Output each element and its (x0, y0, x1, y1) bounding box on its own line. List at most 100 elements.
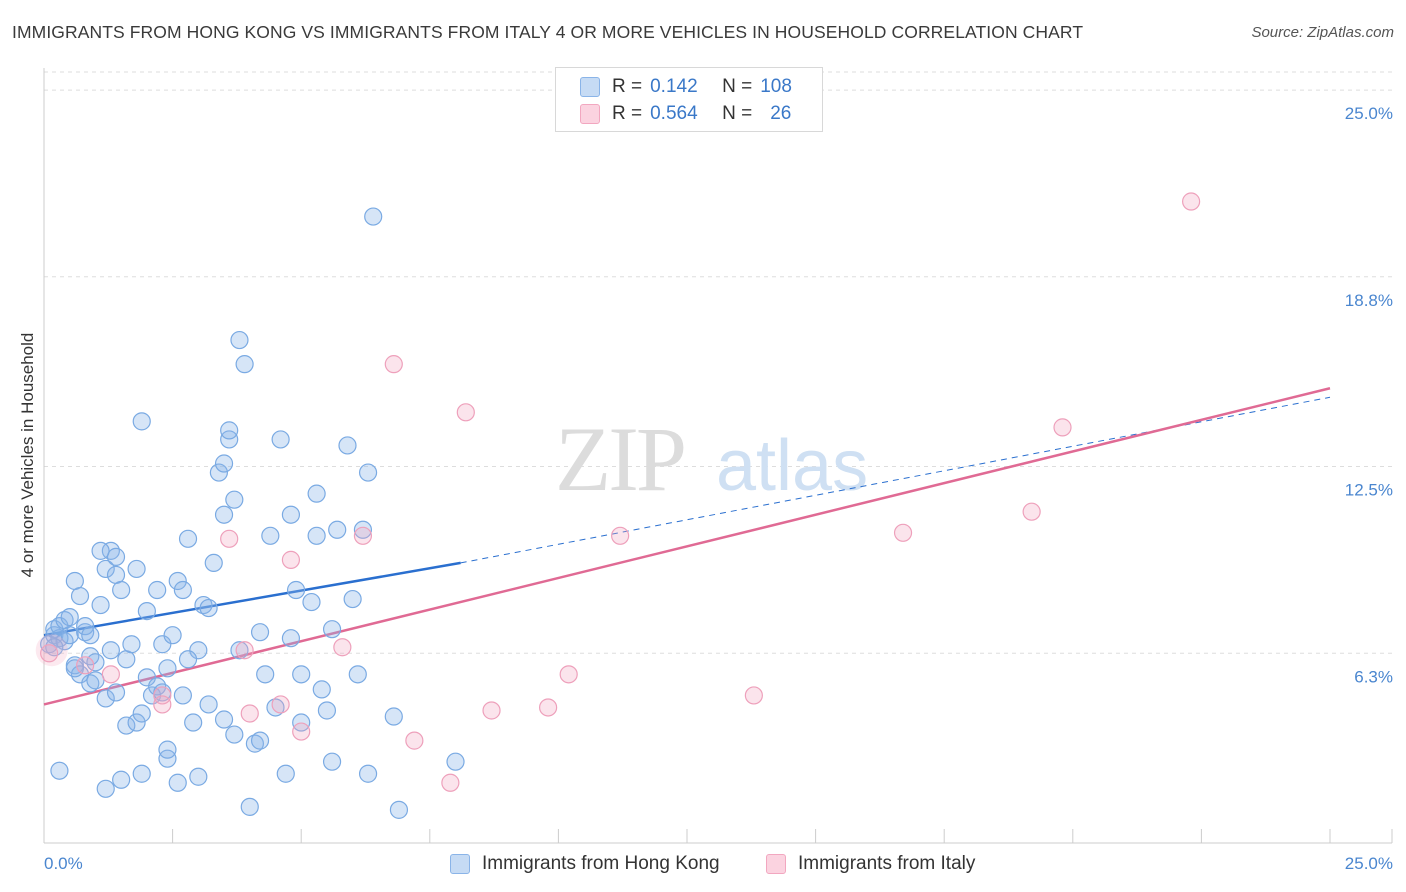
point-hong-kong (60, 626, 79, 645)
y-tick-label: 6.3% (1354, 667, 1393, 686)
legend-n-value: 108 (760, 76, 792, 97)
point-hong-kong (132, 412, 151, 431)
legend-n-value: 26 (770, 103, 792, 124)
point-hong-kong (117, 650, 136, 669)
point-italy (240, 704, 259, 723)
legend-r-value: 0.142 (650, 76, 698, 97)
point-hong-kong (322, 752, 342, 771)
point-hong-kong (204, 553, 223, 573)
point-hong-kong (106, 565, 126, 585)
point-hong-kong (220, 421, 239, 440)
point-hong-kong (307, 484, 326, 503)
point-cluster-italy (35, 634, 68, 667)
point-italy (40, 644, 59, 663)
chart-title: IMMIGRANTS FROM HONG KONG VS IMMIGRANTS … (12, 22, 1084, 42)
y-tick-label: 18.8% (1345, 291, 1393, 310)
point-italy (153, 695, 172, 714)
point-hong-kong (271, 430, 290, 449)
point-hong-kong (178, 650, 198, 669)
point-hong-kong (389, 800, 409, 819)
point-hong-kong (245, 734, 265, 753)
point-hong-kong (96, 689, 115, 708)
point-hong-kong (148, 580, 167, 600)
correlation-legend: R = 0.142 N = 108 R = 0.564 N = 26 (555, 67, 823, 132)
point-hong-kong (348, 665, 367, 684)
point-hong-kong (137, 601, 156, 621)
point-hong-kong (137, 668, 156, 687)
point-hong-kong (230, 641, 249, 660)
legend-swatch-italy (580, 104, 600, 124)
point-hong-kong (343, 589, 362, 609)
point-hong-kong (230, 330, 249, 350)
point-italy (559, 665, 578, 684)
point-hong-kong (292, 665, 311, 684)
point-hong-kong (163, 626, 182, 645)
point-hong-kong (261, 526, 280, 545)
bottom-legend-italy: Immigrants from Italy (766, 851, 975, 877)
point-hong-kong (235, 355, 254, 374)
point-hong-kong (106, 547, 126, 566)
legend-swatch-hong-kong (580, 77, 600, 97)
point-italy (281, 550, 301, 569)
point-italy (271, 695, 290, 714)
point-hong-kong (132, 764, 151, 783)
point-hong-kong (214, 454, 234, 473)
point-hong-kong (240, 797, 259, 816)
point-italy (893, 523, 913, 542)
point-hong-kong (168, 571, 187, 591)
point-hong-kong (214, 505, 234, 524)
point-italy (539, 698, 558, 717)
point-hong-kong (60, 608, 79, 627)
point-italy (1182, 192, 1201, 211)
point-hong-kong (189, 641, 208, 660)
point-hong-kong (70, 586, 90, 606)
trendlines (43, 387, 1331, 706)
watermark-atlas: atlas (716, 426, 868, 506)
point-hong-kong (199, 598, 218, 618)
point-hong-kong (276, 764, 295, 783)
point-hong-kong (153, 635, 172, 654)
point-italy (235, 641, 254, 660)
point-hong-kong (117, 716, 136, 735)
point-hong-kong (322, 620, 342, 639)
trendline-hong-kong (43, 561, 461, 637)
point-hong-kong (96, 779, 115, 798)
point-hong-kong (307, 526, 326, 545)
legend-n-label: N = (722, 103, 753, 124)
point-hong-kong (112, 770, 131, 789)
point-italy (405, 731, 424, 750)
bottom-legend-swatch-hong-kong (450, 854, 470, 874)
point-hong-kong (312, 680, 331, 699)
point-hong-kong (199, 695, 218, 714)
point-hong-kong (76, 617, 95, 636)
point-hong-kong (364, 207, 383, 226)
point-hong-kong (81, 626, 100, 645)
point-italy (353, 526, 373, 545)
point-hong-kong (76, 623, 95, 642)
watermark-zip: ZIP (555, 408, 684, 510)
bottom-legend-label-hong-kong: Immigrants from Hong Kong (482, 853, 720, 874)
legend-r-label: R = (612, 76, 643, 97)
point-hong-kong (178, 529, 198, 548)
point-hong-kong (142, 686, 162, 705)
point-hong-kong (225, 725, 244, 744)
point-italy (292, 722, 311, 741)
point-hong-kong (317, 701, 337, 720)
point-hong-kong (127, 559, 146, 579)
point-hong-kong (250, 731, 270, 750)
legend-n-label: N = (722, 76, 753, 97)
point-hong-kong (86, 653, 105, 672)
point-hong-kong (353, 520, 373, 539)
legend-r-value: 0.564 (650, 103, 698, 124)
x-tick-label: 25.0% (1345, 854, 1393, 873)
point-hong-kong (250, 623, 270, 642)
point-italy (333, 638, 352, 657)
legend-row-italy: R = 0.564 N = 26 (580, 101, 791, 127)
point-italy (744, 686, 763, 705)
point-hong-kong (209, 463, 228, 482)
point-hong-kong (91, 541, 110, 560)
point-hong-kong (214, 710, 234, 729)
point-hong-kong (158, 659, 177, 678)
point-hong-kong (194, 595, 213, 615)
point-hong-kong (65, 571, 84, 591)
